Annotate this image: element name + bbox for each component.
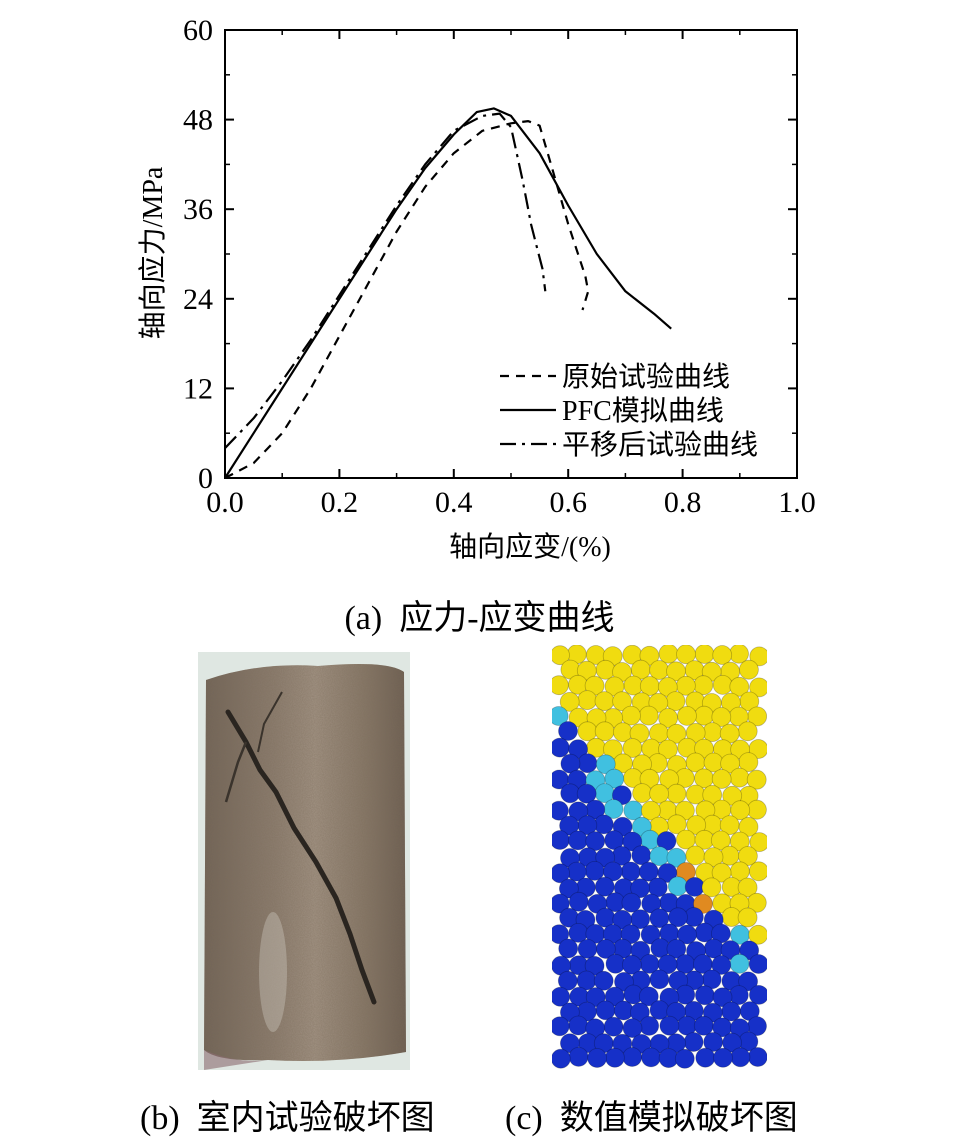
- caption-c: (c) 数值模拟破坏图: [505, 1100, 798, 1137]
- y-tick-label: 12: [183, 372, 213, 405]
- series-line-3: [224, 112, 547, 449]
- x-tick-label: 0.8: [664, 486, 702, 519]
- x-tick-label: 0.2: [321, 486, 359, 519]
- x-axis-label: 轴向应变/(%): [449, 531, 611, 563]
- legend-label-1: 原始试验曲线: [562, 361, 730, 393]
- series-line-1: [224, 120, 590, 479]
- y-tick-label: 0: [198, 462, 213, 495]
- x-tick-label: 0.4: [435, 486, 473, 519]
- y-tick-label: 48: [183, 104, 213, 137]
- simulation-failure-image: [552, 645, 767, 1069]
- y-axis-label: 轴向应力/MPa: [137, 166, 169, 339]
- series-line-2: [224, 107, 672, 479]
- y-tick-label: 60: [183, 14, 213, 47]
- caption-b: (b) 室内试验破坏图: [140, 1100, 435, 1137]
- caption-a: (a) 应力-应变曲线: [344, 600, 615, 637]
- lab-failure-photo: [198, 652, 410, 1070]
- x-tick-label: 0.6: [549, 486, 587, 519]
- y-tick-label: 24: [183, 283, 213, 316]
- y-tick-label: 36: [183, 193, 213, 226]
- x-tick-label: 1.0: [778, 486, 816, 519]
- legend-label-2: PFC模拟曲线: [562, 395, 724, 427]
- stress-strain-chart: 0.0 0.2 0.4 0.6 0.8 1.0 0 12 24 36 48 60 原始试验曲线PFC模…: [137, 14, 816, 563]
- legend-label-3: 平移后试验曲线: [562, 429, 758, 461]
- x-tick-label: 0.0: [206, 486, 244, 519]
